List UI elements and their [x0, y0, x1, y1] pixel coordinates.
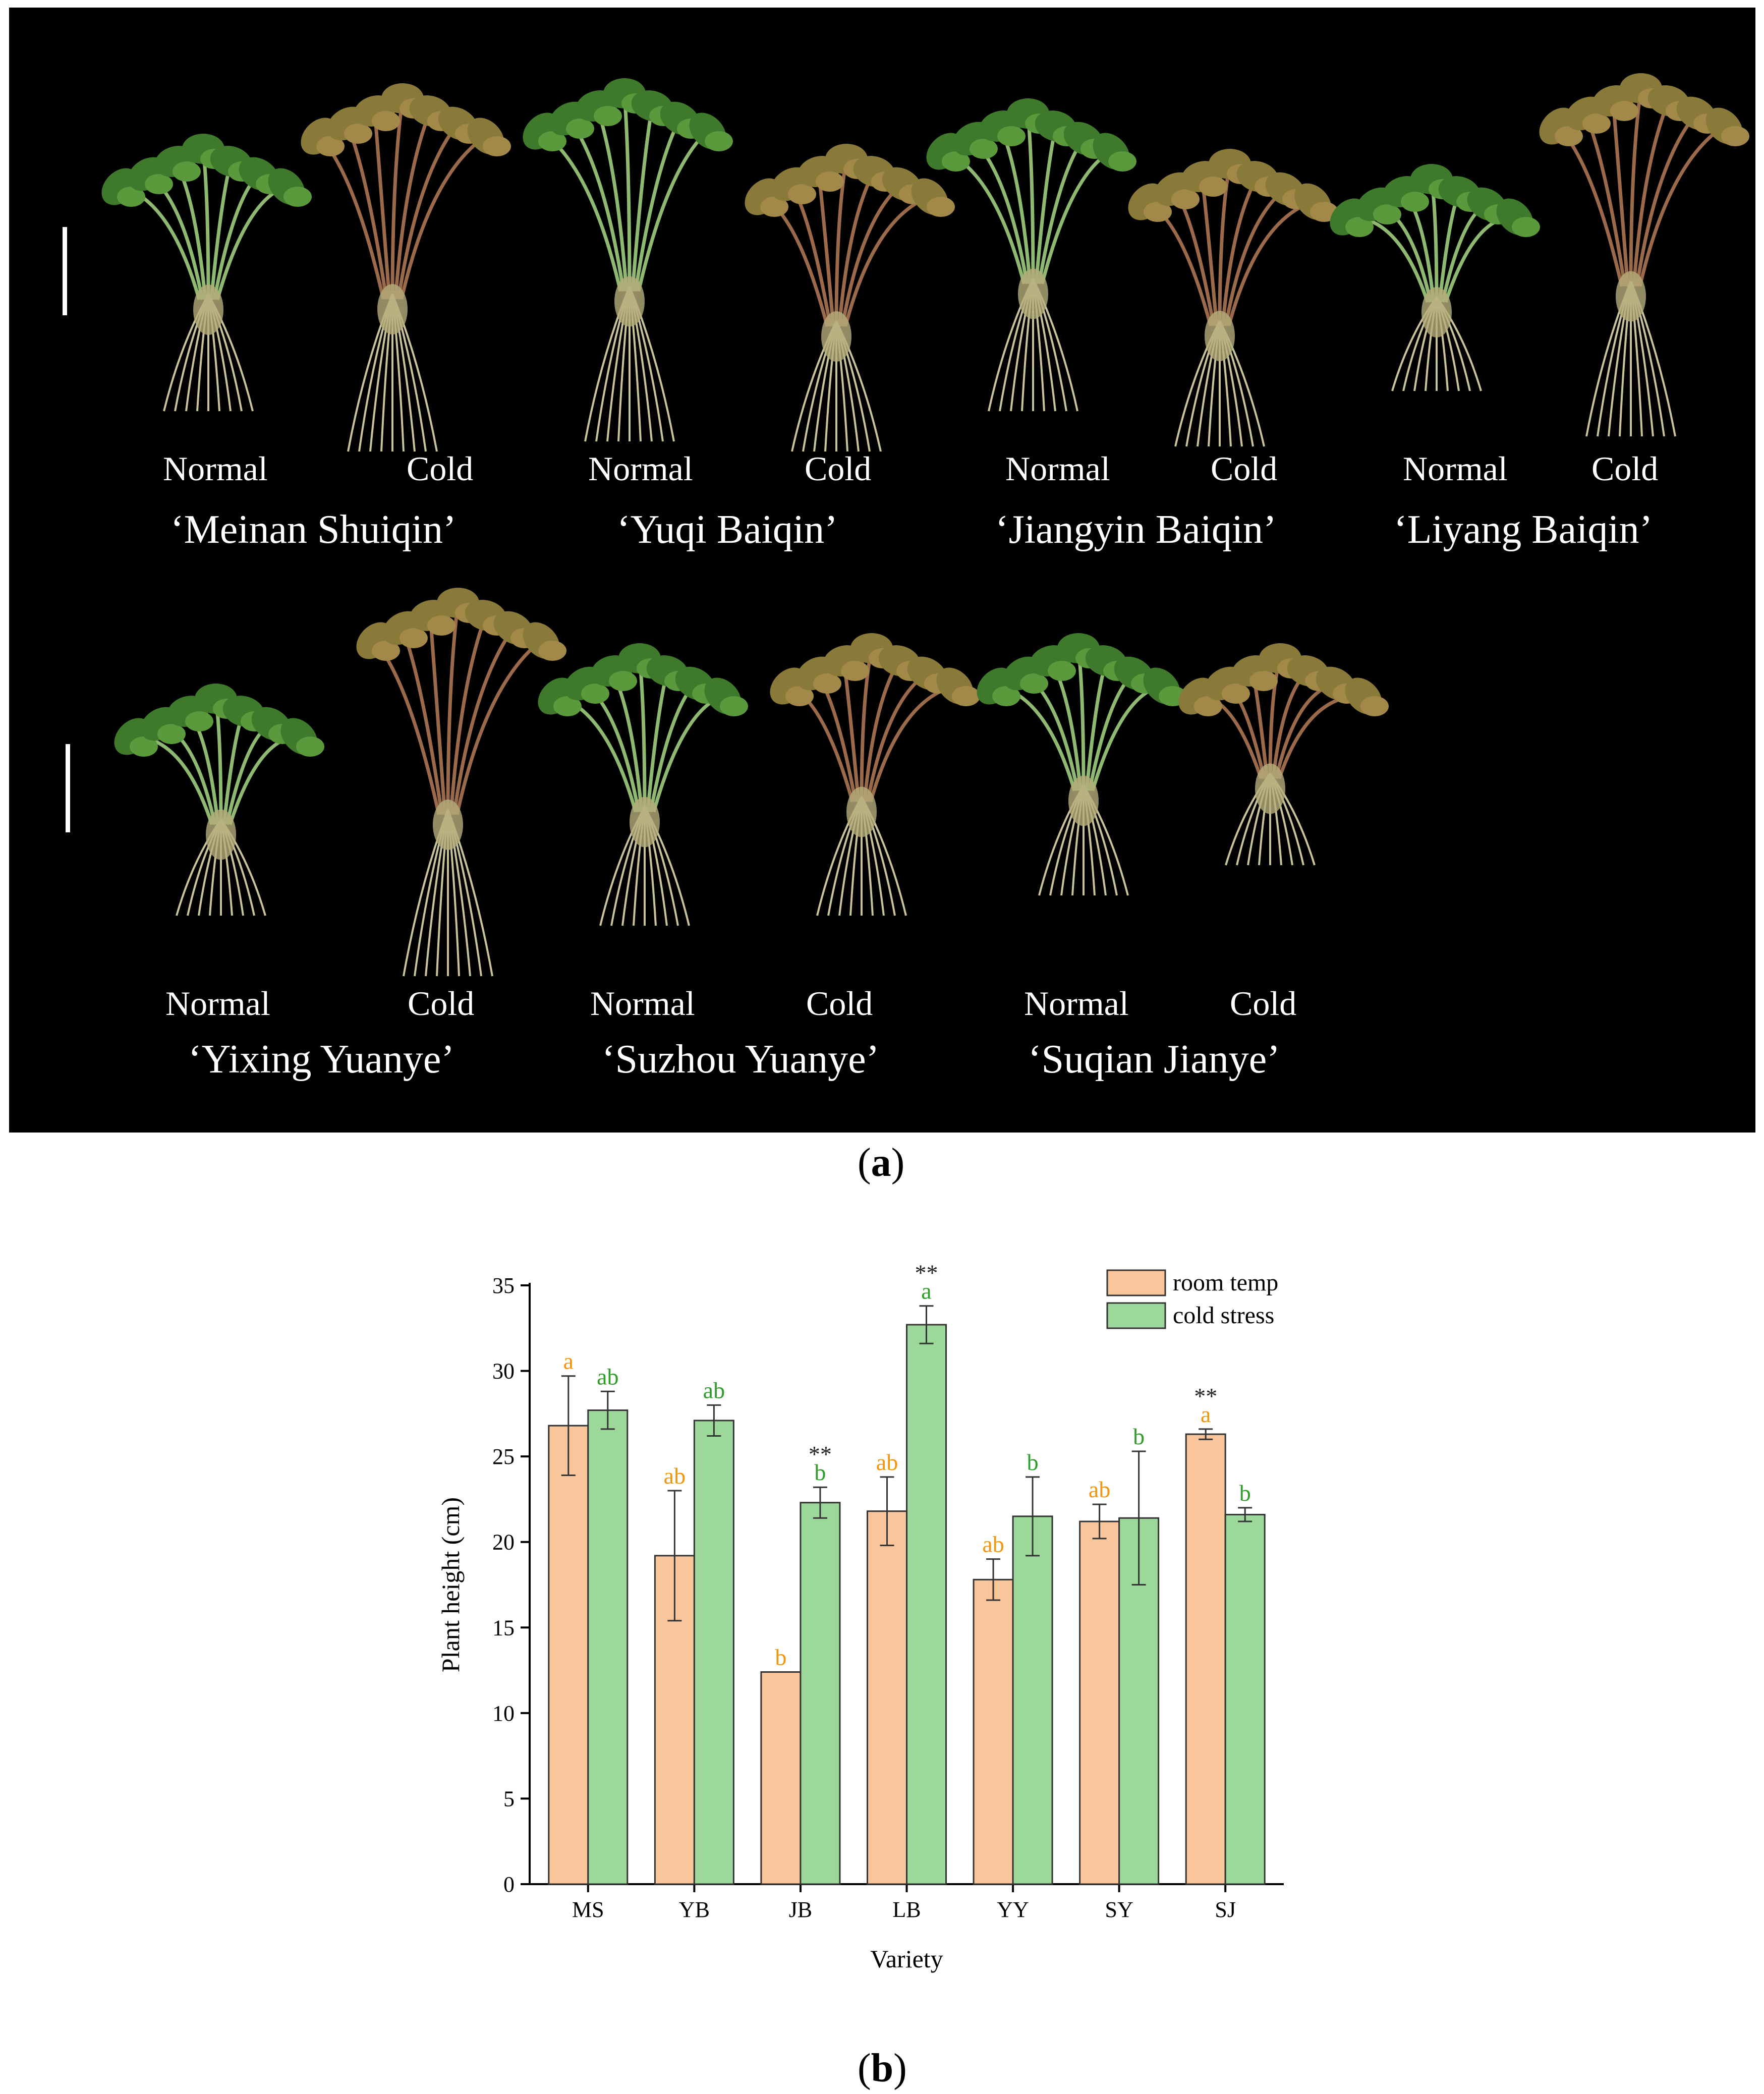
- cold-plant-photo: [301, 83, 511, 452]
- condition-label-normal: Normal: [1005, 449, 1110, 488]
- legend-swatch-room-temp: [1106, 1269, 1166, 1296]
- panel-letter: b: [871, 2046, 894, 2090]
- x-tick-label: SJ: [1215, 1897, 1236, 1922]
- x-tick-label: SY: [1105, 1897, 1133, 1922]
- legend-label: room temp: [1173, 1269, 1278, 1296]
- x-tick-label: YY: [997, 1897, 1029, 1922]
- cold-plant-photo: [1539, 73, 1749, 437]
- y-tick-label: 20: [492, 1530, 515, 1555]
- bar-room-temp: [973, 1578, 1014, 1885]
- condition-label-normal: Normal: [163, 449, 268, 488]
- legend-swatch-cold-stress: [1106, 1302, 1166, 1329]
- normal-plant-photo: [538, 643, 748, 926]
- variety-label: ‘Meinan Shuiqin’: [170, 507, 457, 552]
- y-tick-label: 5: [503, 1786, 515, 1811]
- panel-label-a: (a): [858, 1141, 905, 1185]
- x-axis-title: Variety: [870, 1945, 943, 1973]
- cold-plant-photo: [1178, 643, 1389, 866]
- significance-letter: ab: [876, 1449, 898, 1475]
- condition-label-cold: Cold: [805, 449, 872, 488]
- significance-letter: b: [775, 1644, 786, 1670]
- significance-letter: a: [563, 1348, 574, 1374]
- bar-room-temp: [1185, 1433, 1226, 1885]
- variety-label: ‘Yixing Yuanye’: [188, 1037, 455, 1082]
- variety-label: ‘Jiangyin Baiqin’: [995, 507, 1277, 552]
- significance-letter: ab: [664, 1463, 686, 1489]
- bar-room-temp: [867, 1510, 907, 1885]
- legend-label: cold stress: [1173, 1302, 1274, 1329]
- normal-plant-photo: [114, 684, 324, 916]
- normal-plant-photo: [523, 78, 733, 442]
- plant-height-bar-chart: 0 5 10 15 20 25 30 35 Plant height (cm) Variety MS…: [436, 1260, 1284, 1973]
- variety-label: ‘Suzhou Yuanye’: [602, 1037, 880, 1082]
- bar-cold-stress: [693, 1420, 734, 1885]
- significance-letter: ab: [703, 1377, 725, 1403]
- significance-letter: b: [1239, 1480, 1251, 1506]
- condition-label-normal: Normal: [1024, 984, 1129, 1023]
- y-tick-label: 10: [492, 1701, 515, 1726]
- bar-cold-stress: [587, 1409, 629, 1885]
- condition-label-cold: Cold: [1211, 449, 1278, 488]
- significance-letter: ab: [982, 1532, 1004, 1557]
- normal-plant-photo: [977, 633, 1187, 896]
- variety-label: ‘Suqian Jianye’: [1028, 1037, 1280, 1082]
- bar-room-temp: [1079, 1520, 1120, 1885]
- x-tick-label: MS: [572, 1897, 604, 1922]
- normal-plant-photo: [1330, 164, 1540, 391]
- cold-plant-photo: [356, 588, 566, 977]
- scale-bar: [63, 227, 67, 315]
- bar-room-temp: [548, 1425, 589, 1885]
- condition-label-cold: Cold: [806, 984, 873, 1023]
- significance-stars: **: [915, 1260, 938, 1286]
- bar-room-temp: [760, 1671, 802, 1885]
- plant-photographs: [63, 73, 1749, 977]
- significance-letter: ab: [597, 1364, 618, 1389]
- y-tick-label: 15: [492, 1615, 515, 1640]
- normal-plant-photo: [101, 134, 312, 412]
- x-tick-label: LB: [892, 1897, 921, 1922]
- bar-cold-stress: [1012, 1515, 1053, 1885]
- significance-letter: a: [1201, 1401, 1211, 1427]
- x-tick-label: YB: [679, 1897, 710, 1922]
- cold-plant-photo: [770, 633, 980, 916]
- bar-cold-stress: [906, 1324, 947, 1885]
- panel-label-b: (b): [858, 2046, 907, 2090]
- condition-label-normal: Normal: [590, 984, 695, 1023]
- significance-letter: b: [1133, 1424, 1145, 1449]
- significance-letter: b: [814, 1459, 826, 1485]
- plant-photo-panel: Normal Cold Normal Cold Normal Cold Norm…: [9, 8, 1755, 1133]
- scale-bar: [66, 744, 70, 832]
- condition-label-normal: Normal: [1403, 449, 1508, 488]
- significance-letter: b: [1027, 1449, 1039, 1475]
- y-tick-label: 25: [492, 1444, 515, 1469]
- significance-letter: a: [921, 1278, 931, 1304]
- y-axis-title: Plant height (cm): [436, 1497, 465, 1672]
- x-tick-label: JB: [789, 1897, 812, 1922]
- panel-letter: a: [871, 1141, 891, 1185]
- y-tick-label: 30: [492, 1359, 515, 1384]
- significance-letter: ab: [1089, 1477, 1110, 1502]
- bar-cold-stress: [800, 1502, 841, 1885]
- cold-plant-photo: [1128, 149, 1338, 447]
- significance-stars: **: [1194, 1383, 1217, 1409]
- condition-label-normal: Normal: [588, 449, 693, 488]
- bar-cold-stress: [1224, 1513, 1266, 1885]
- y-tick-label: 0: [503, 1872, 515, 1897]
- condition-label-cold: Cold: [1591, 449, 1659, 488]
- variety-label: ‘Yuqi Baiqin’: [617, 507, 838, 552]
- significance-stars: **: [809, 1441, 832, 1467]
- cold-plant-photo: [745, 144, 955, 452]
- normal-plant-photo: [926, 98, 1136, 412]
- condition-label-cold: Cold: [408, 984, 475, 1023]
- y-tick-label: 35: [492, 1273, 515, 1298]
- condition-label-cold: Cold: [1230, 984, 1297, 1023]
- condition-label-normal: Normal: [165, 984, 270, 1023]
- variety-label: ‘Liyang Baiqin’: [1394, 507, 1653, 552]
- condition-label-cold: Cold: [407, 449, 474, 488]
